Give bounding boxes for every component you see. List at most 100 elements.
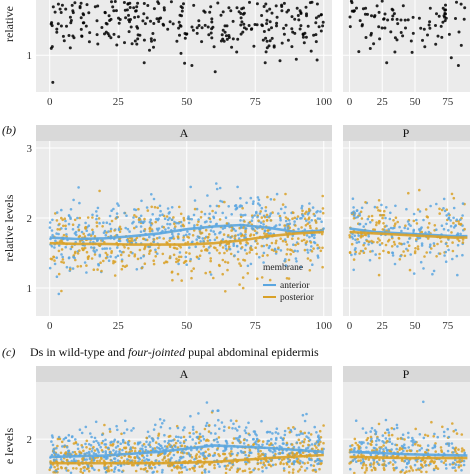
data-point xyxy=(285,243,289,246)
data-point xyxy=(303,217,307,220)
data-point xyxy=(395,466,398,470)
data-point xyxy=(213,232,217,236)
data-point xyxy=(265,213,269,217)
data-point xyxy=(424,460,427,463)
trend-line-anterior-a xyxy=(49,444,324,459)
data-point xyxy=(378,37,382,41)
data-point xyxy=(378,213,382,217)
data-point xyxy=(389,226,393,230)
data-point xyxy=(176,439,180,443)
data-point xyxy=(213,438,216,442)
data-point xyxy=(396,245,399,248)
data-point xyxy=(353,457,356,461)
data-point xyxy=(110,0,113,4)
data-point xyxy=(407,461,411,465)
data-point xyxy=(177,232,180,236)
data-point xyxy=(434,442,437,445)
data-point xyxy=(136,441,140,445)
data-point xyxy=(182,236,185,239)
data-point xyxy=(174,225,177,228)
data-point xyxy=(248,220,252,224)
data-point xyxy=(370,239,373,243)
data-point xyxy=(253,430,257,433)
data-point xyxy=(187,215,190,218)
data-point xyxy=(387,431,391,434)
data-point xyxy=(127,247,130,250)
data-point xyxy=(91,228,94,232)
data-point xyxy=(367,215,371,218)
data-point xyxy=(55,275,59,279)
data-point xyxy=(432,468,436,472)
data-point xyxy=(144,445,147,449)
data-point xyxy=(169,0,173,4)
data-point xyxy=(157,434,160,437)
data-point xyxy=(218,218,222,221)
data-point xyxy=(274,241,278,245)
data-point xyxy=(150,205,153,209)
data-point xyxy=(306,24,310,28)
data-point xyxy=(402,449,405,453)
data-point xyxy=(303,438,307,441)
data-point xyxy=(364,464,368,467)
data-point xyxy=(168,443,171,446)
data-point xyxy=(426,33,429,37)
data-point xyxy=(399,437,403,440)
data-point xyxy=(142,442,146,446)
data-point xyxy=(286,226,290,229)
data-point xyxy=(359,236,363,239)
data-point xyxy=(219,230,222,234)
data-point xyxy=(143,262,147,266)
data-point xyxy=(89,444,93,447)
data-point xyxy=(143,217,146,221)
data-point xyxy=(161,458,164,462)
data-point xyxy=(378,243,382,247)
data-point xyxy=(412,272,416,275)
data-point xyxy=(52,458,56,462)
data-point xyxy=(309,433,313,436)
data-point xyxy=(185,468,189,472)
data-point xyxy=(360,217,364,220)
data-point xyxy=(234,234,237,237)
data-point xyxy=(197,437,201,441)
data-point xyxy=(202,451,205,455)
data-point xyxy=(209,257,212,260)
data-point xyxy=(74,258,77,262)
data-point xyxy=(264,206,268,209)
data-point xyxy=(158,214,162,217)
data-point xyxy=(133,447,137,450)
data-point xyxy=(362,243,365,247)
data-point xyxy=(161,422,164,425)
data-point xyxy=(211,209,214,213)
data-point xyxy=(90,246,93,249)
trend-line-posterior-p xyxy=(349,230,468,239)
data-point xyxy=(430,247,433,250)
data-point xyxy=(70,435,74,439)
data-point xyxy=(172,253,176,257)
data-point xyxy=(215,236,219,239)
data-point xyxy=(265,466,268,470)
data-point xyxy=(225,37,229,41)
data-point xyxy=(358,19,362,23)
data-point xyxy=(283,433,287,437)
data-point xyxy=(400,459,404,462)
x-tick-label: 0 xyxy=(47,96,53,108)
data-point xyxy=(231,452,234,456)
data-point xyxy=(108,450,112,454)
data-point xyxy=(457,220,460,223)
data-point xyxy=(179,24,183,28)
b-legend-title: membrane xyxy=(263,263,303,273)
data-point xyxy=(357,234,361,237)
data-point xyxy=(384,437,388,440)
data-point xyxy=(124,446,127,450)
data-point xyxy=(375,221,378,224)
data-point xyxy=(440,449,443,452)
data-point xyxy=(188,454,192,457)
data-point xyxy=(380,203,383,207)
data-point xyxy=(389,211,392,215)
data-point xyxy=(86,216,90,219)
data-point xyxy=(420,447,424,450)
data-point xyxy=(154,220,157,224)
data-point xyxy=(139,256,143,260)
data-point xyxy=(388,440,392,444)
data-point xyxy=(230,213,233,216)
